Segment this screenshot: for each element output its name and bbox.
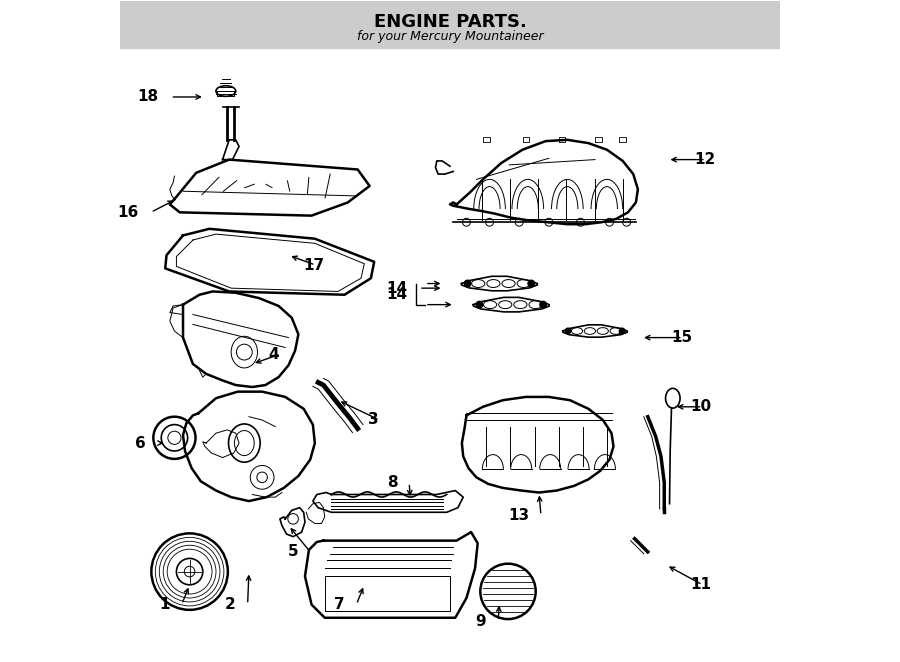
- Text: 6: 6: [135, 436, 146, 451]
- Text: 17: 17: [303, 258, 325, 273]
- Text: 5: 5: [288, 544, 299, 559]
- Text: 15: 15: [670, 330, 692, 345]
- Circle shape: [476, 301, 482, 308]
- Text: 4: 4: [269, 347, 279, 361]
- Text: 10: 10: [690, 399, 712, 414]
- Text: 13: 13: [508, 508, 529, 523]
- Circle shape: [528, 280, 535, 287]
- Text: 14: 14: [386, 287, 407, 302]
- Text: 11: 11: [690, 577, 712, 592]
- Text: 2: 2: [225, 597, 236, 612]
- Text: 7: 7: [334, 597, 345, 612]
- Text: 18: 18: [138, 89, 158, 105]
- Text: 8: 8: [387, 475, 397, 490]
- Circle shape: [619, 328, 625, 334]
- Circle shape: [540, 301, 546, 308]
- Text: 9: 9: [475, 614, 486, 628]
- Text: 1: 1: [159, 597, 170, 612]
- Text: ENGINE PARTS.: ENGINE PARTS.: [374, 13, 526, 32]
- Text: 14: 14: [386, 281, 407, 296]
- Text: for your Mercury Mountaineer: for your Mercury Mountaineer: [356, 30, 544, 44]
- Circle shape: [565, 328, 571, 334]
- Text: 16: 16: [118, 205, 139, 220]
- Text: 3: 3: [367, 412, 378, 428]
- Circle shape: [464, 280, 471, 287]
- Text: 12: 12: [694, 152, 716, 167]
- Bar: [121, 1, 779, 48]
